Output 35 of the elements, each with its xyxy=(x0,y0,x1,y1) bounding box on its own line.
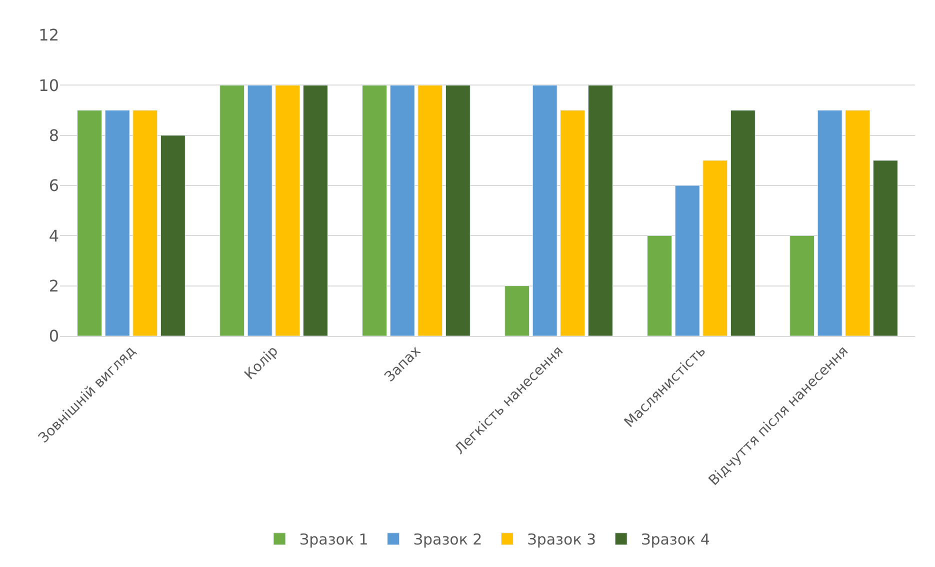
bar xyxy=(104,110,130,336)
bar xyxy=(817,110,842,336)
bar xyxy=(77,110,102,336)
legend-label: Зразок 3 xyxy=(527,530,596,549)
y-tick-label: 6 xyxy=(48,176,59,196)
bar xyxy=(560,110,586,336)
bar xyxy=(132,110,158,336)
bar xyxy=(702,160,728,336)
y-tick-label: 10 xyxy=(38,76,59,95)
bar xyxy=(532,84,558,336)
bar xyxy=(790,235,815,336)
bar xyxy=(220,84,245,336)
legend-label: Зразок 4 xyxy=(641,530,710,549)
y-tick-label: 0 xyxy=(48,326,59,346)
bar xyxy=(247,84,272,336)
bar xyxy=(275,84,300,336)
bar xyxy=(588,84,613,336)
bar xyxy=(302,84,328,336)
bar xyxy=(504,286,530,336)
bar xyxy=(647,235,672,336)
y-tick-label: 12 xyxy=(38,26,59,45)
legend-label: Зразок 1 xyxy=(300,530,368,549)
bar xyxy=(872,160,898,336)
bar xyxy=(418,84,443,336)
bar xyxy=(674,185,700,336)
bar xyxy=(362,84,388,336)
bar xyxy=(845,110,870,336)
bar xyxy=(445,84,470,336)
bar xyxy=(730,110,756,336)
legend-label: Зразок 2 xyxy=(413,530,482,549)
bar xyxy=(390,84,415,336)
y-tick-label: 4 xyxy=(48,226,59,246)
y-tick-label: 2 xyxy=(48,276,59,296)
bar xyxy=(160,135,186,336)
y-tick-label: 8 xyxy=(48,126,59,145)
